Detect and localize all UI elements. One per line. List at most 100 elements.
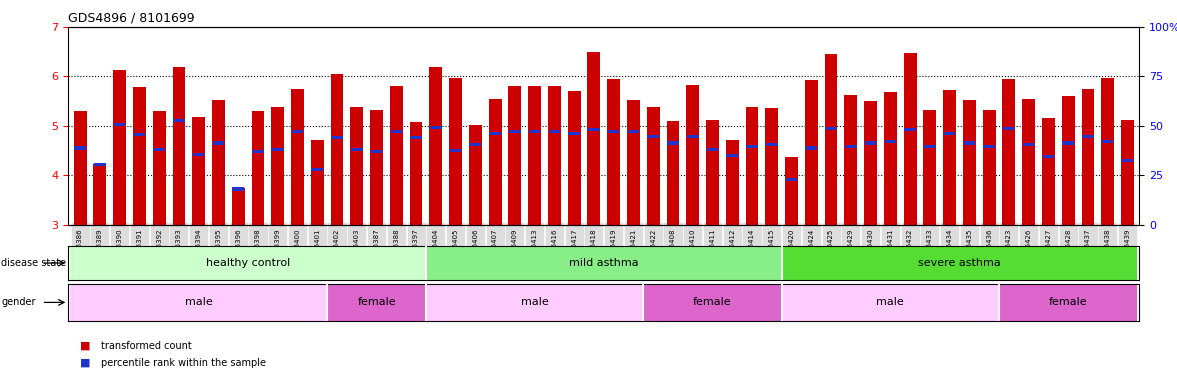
Bar bbox=[1082, 89, 1095, 225]
Text: female: female bbox=[358, 297, 395, 308]
Bar bbox=[805, 146, 817, 150]
Bar bbox=[1023, 143, 1035, 146]
Bar bbox=[426, 284, 644, 321]
Text: female: female bbox=[1049, 297, 1088, 308]
Text: male: male bbox=[877, 297, 904, 308]
Bar bbox=[292, 130, 304, 133]
Bar bbox=[943, 90, 956, 225]
Bar bbox=[331, 74, 344, 225]
Bar bbox=[134, 133, 145, 136]
Bar bbox=[667, 141, 679, 145]
Bar bbox=[1003, 79, 1016, 225]
Bar bbox=[567, 91, 580, 225]
Bar bbox=[588, 128, 600, 131]
Text: gender: gender bbox=[1, 297, 35, 308]
Bar bbox=[390, 86, 403, 225]
Bar bbox=[212, 99, 225, 225]
Bar bbox=[745, 107, 758, 225]
Bar bbox=[490, 132, 501, 135]
Text: male: male bbox=[185, 297, 213, 308]
Bar bbox=[805, 80, 818, 225]
Bar bbox=[587, 51, 600, 225]
Bar bbox=[865, 141, 877, 145]
Bar bbox=[252, 111, 265, 225]
Bar bbox=[510, 130, 520, 133]
Text: female: female bbox=[693, 297, 732, 308]
Bar bbox=[904, 53, 917, 225]
Text: GDS4896 / 8101699: GDS4896 / 8101699 bbox=[68, 12, 195, 25]
Bar bbox=[924, 145, 936, 148]
Bar bbox=[706, 148, 718, 151]
Bar bbox=[232, 187, 245, 225]
Bar bbox=[706, 120, 719, 225]
Bar bbox=[548, 130, 560, 133]
Bar bbox=[726, 140, 739, 225]
Bar bbox=[782, 284, 999, 321]
Bar bbox=[528, 130, 540, 133]
Bar bbox=[983, 110, 996, 225]
Bar bbox=[327, 284, 426, 321]
Bar bbox=[192, 118, 205, 225]
Text: disease state: disease state bbox=[1, 258, 66, 268]
Bar bbox=[944, 132, 956, 135]
Bar bbox=[825, 54, 838, 225]
Bar bbox=[193, 153, 205, 156]
Text: ■: ■ bbox=[80, 358, 91, 368]
Bar bbox=[844, 95, 857, 225]
Bar bbox=[272, 148, 284, 151]
Bar bbox=[470, 143, 481, 146]
Bar bbox=[272, 107, 284, 225]
Bar bbox=[430, 68, 443, 225]
Bar bbox=[410, 122, 423, 225]
Bar bbox=[1023, 99, 1035, 225]
Text: percentile rank within the sample: percentile rank within the sample bbox=[101, 358, 266, 368]
Bar bbox=[528, 86, 541, 225]
Bar bbox=[291, 89, 304, 225]
Bar bbox=[1043, 155, 1055, 158]
Bar bbox=[766, 143, 778, 146]
Text: transformed count: transformed count bbox=[101, 341, 192, 351]
Bar bbox=[746, 145, 758, 148]
Bar bbox=[173, 119, 185, 122]
Bar bbox=[825, 127, 837, 130]
Text: male: male bbox=[520, 297, 548, 308]
Bar bbox=[71, 246, 426, 280]
Text: severe asthma: severe asthma bbox=[918, 258, 1000, 268]
Bar bbox=[371, 150, 383, 153]
Bar bbox=[411, 136, 421, 139]
Bar bbox=[1003, 127, 1015, 130]
Text: ■: ■ bbox=[80, 341, 91, 351]
Bar bbox=[1082, 135, 1093, 138]
Bar bbox=[666, 121, 679, 225]
Bar bbox=[964, 141, 976, 145]
Bar bbox=[153, 111, 166, 225]
Text: mild asthma: mild asthma bbox=[568, 258, 639, 268]
Bar bbox=[627, 100, 640, 225]
Bar bbox=[351, 107, 364, 225]
Bar bbox=[607, 79, 620, 225]
Bar bbox=[508, 86, 521, 225]
Bar bbox=[488, 99, 501, 225]
Bar bbox=[785, 157, 798, 225]
Bar bbox=[113, 70, 126, 225]
Bar bbox=[74, 146, 86, 150]
Bar bbox=[93, 164, 106, 225]
Bar bbox=[1042, 118, 1055, 225]
Bar bbox=[450, 149, 461, 152]
Bar bbox=[548, 86, 560, 225]
Bar bbox=[1063, 141, 1073, 145]
Bar bbox=[864, 101, 877, 225]
Bar bbox=[963, 100, 976, 225]
Text: healthy control: healthy control bbox=[206, 258, 291, 268]
Bar bbox=[1122, 159, 1133, 162]
Bar bbox=[647, 107, 659, 225]
Bar bbox=[607, 130, 619, 133]
Bar bbox=[885, 140, 896, 143]
Bar bbox=[213, 141, 225, 145]
Bar bbox=[450, 78, 463, 225]
Bar bbox=[74, 111, 87, 225]
Bar bbox=[627, 130, 639, 133]
Bar bbox=[94, 163, 106, 166]
Bar bbox=[312, 168, 322, 171]
Bar bbox=[999, 284, 1137, 321]
